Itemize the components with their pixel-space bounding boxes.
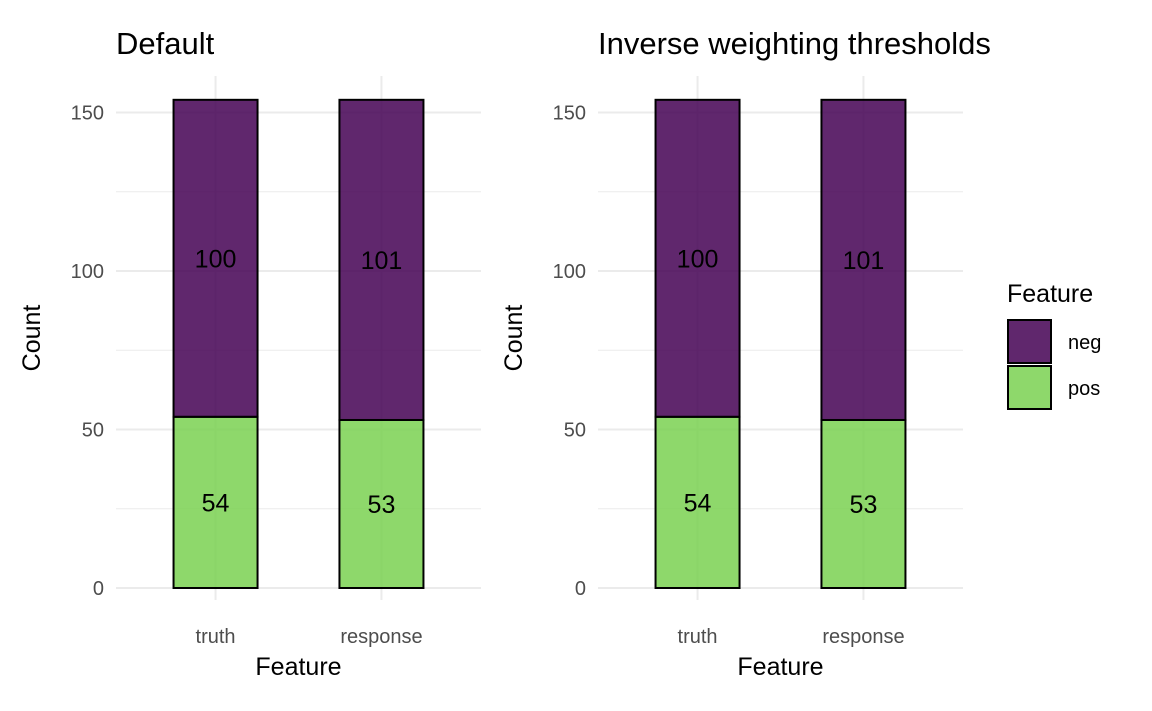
bar-pos — [654, 415, 741, 589]
bar-neg — [820, 98, 907, 421]
panel-default: Default Feature Count 0 50 100 150 truth resp… — [18, 26, 481, 681]
y-axis-title: Count — [500, 305, 528, 372]
gridlines — [598, 76, 963, 600]
y-tick-label: 50 — [82, 420, 104, 442]
legend-label-neg: neg — [1068, 332, 1101, 354]
x-tick-label: response — [822, 626, 904, 648]
bar-value-label: 101 — [843, 247, 885, 275]
bar-value-label: 53 — [368, 491, 396, 519]
y-tick-label: 100 — [553, 261, 586, 283]
bar-neg — [172, 98, 259, 418]
x-tick-label: response — [340, 626, 422, 648]
bar-neg — [338, 98, 425, 421]
bar-value-label: 100 — [677, 245, 719, 273]
bar-value-label: 100 — [195, 245, 237, 273]
legend-swatch-pos — [1007, 365, 1052, 410]
bar-pos — [172, 415, 259, 589]
x-tick-label: truth — [196, 626, 236, 648]
y-tick-label: 100 — [71, 261, 104, 283]
legend-swatch-neg — [1007, 319, 1052, 364]
y-tick-label: 0 — [575, 578, 586, 600]
bar-value-label: 53 — [850, 491, 878, 519]
bar-pos — [820, 418, 907, 589]
y-axis-title: Count — [18, 305, 46, 372]
legend: Feature neg pos — [1007, 280, 1101, 410]
y-tick-label: 0 — [93, 578, 104, 600]
bar-value-label: 54 — [202, 489, 230, 517]
bar-value-label: 54 — [684, 489, 712, 517]
panel-title: Default — [116, 26, 215, 61]
x-tick-label: truth — [678, 626, 718, 648]
bar-neg — [654, 98, 741, 418]
y-tick-label: 150 — [71, 103, 104, 125]
y-tick-label: 150 — [553, 103, 586, 125]
gridlines — [116, 76, 481, 600]
panel-inverse-weighting: Inverse weighting thresholds Feature Cou… — [500, 26, 991, 681]
bar-value-label: 101 — [361, 247, 403, 275]
y-tick-label: 50 — [564, 420, 586, 442]
x-axis-title: Feature — [255, 653, 341, 681]
panel-title: Inverse weighting thresholds — [598, 26, 991, 61]
legend-label-pos: pos — [1068, 378, 1100, 400]
x-axis-title: Feature — [737, 653, 823, 681]
legend-title: Feature — [1007, 280, 1093, 308]
